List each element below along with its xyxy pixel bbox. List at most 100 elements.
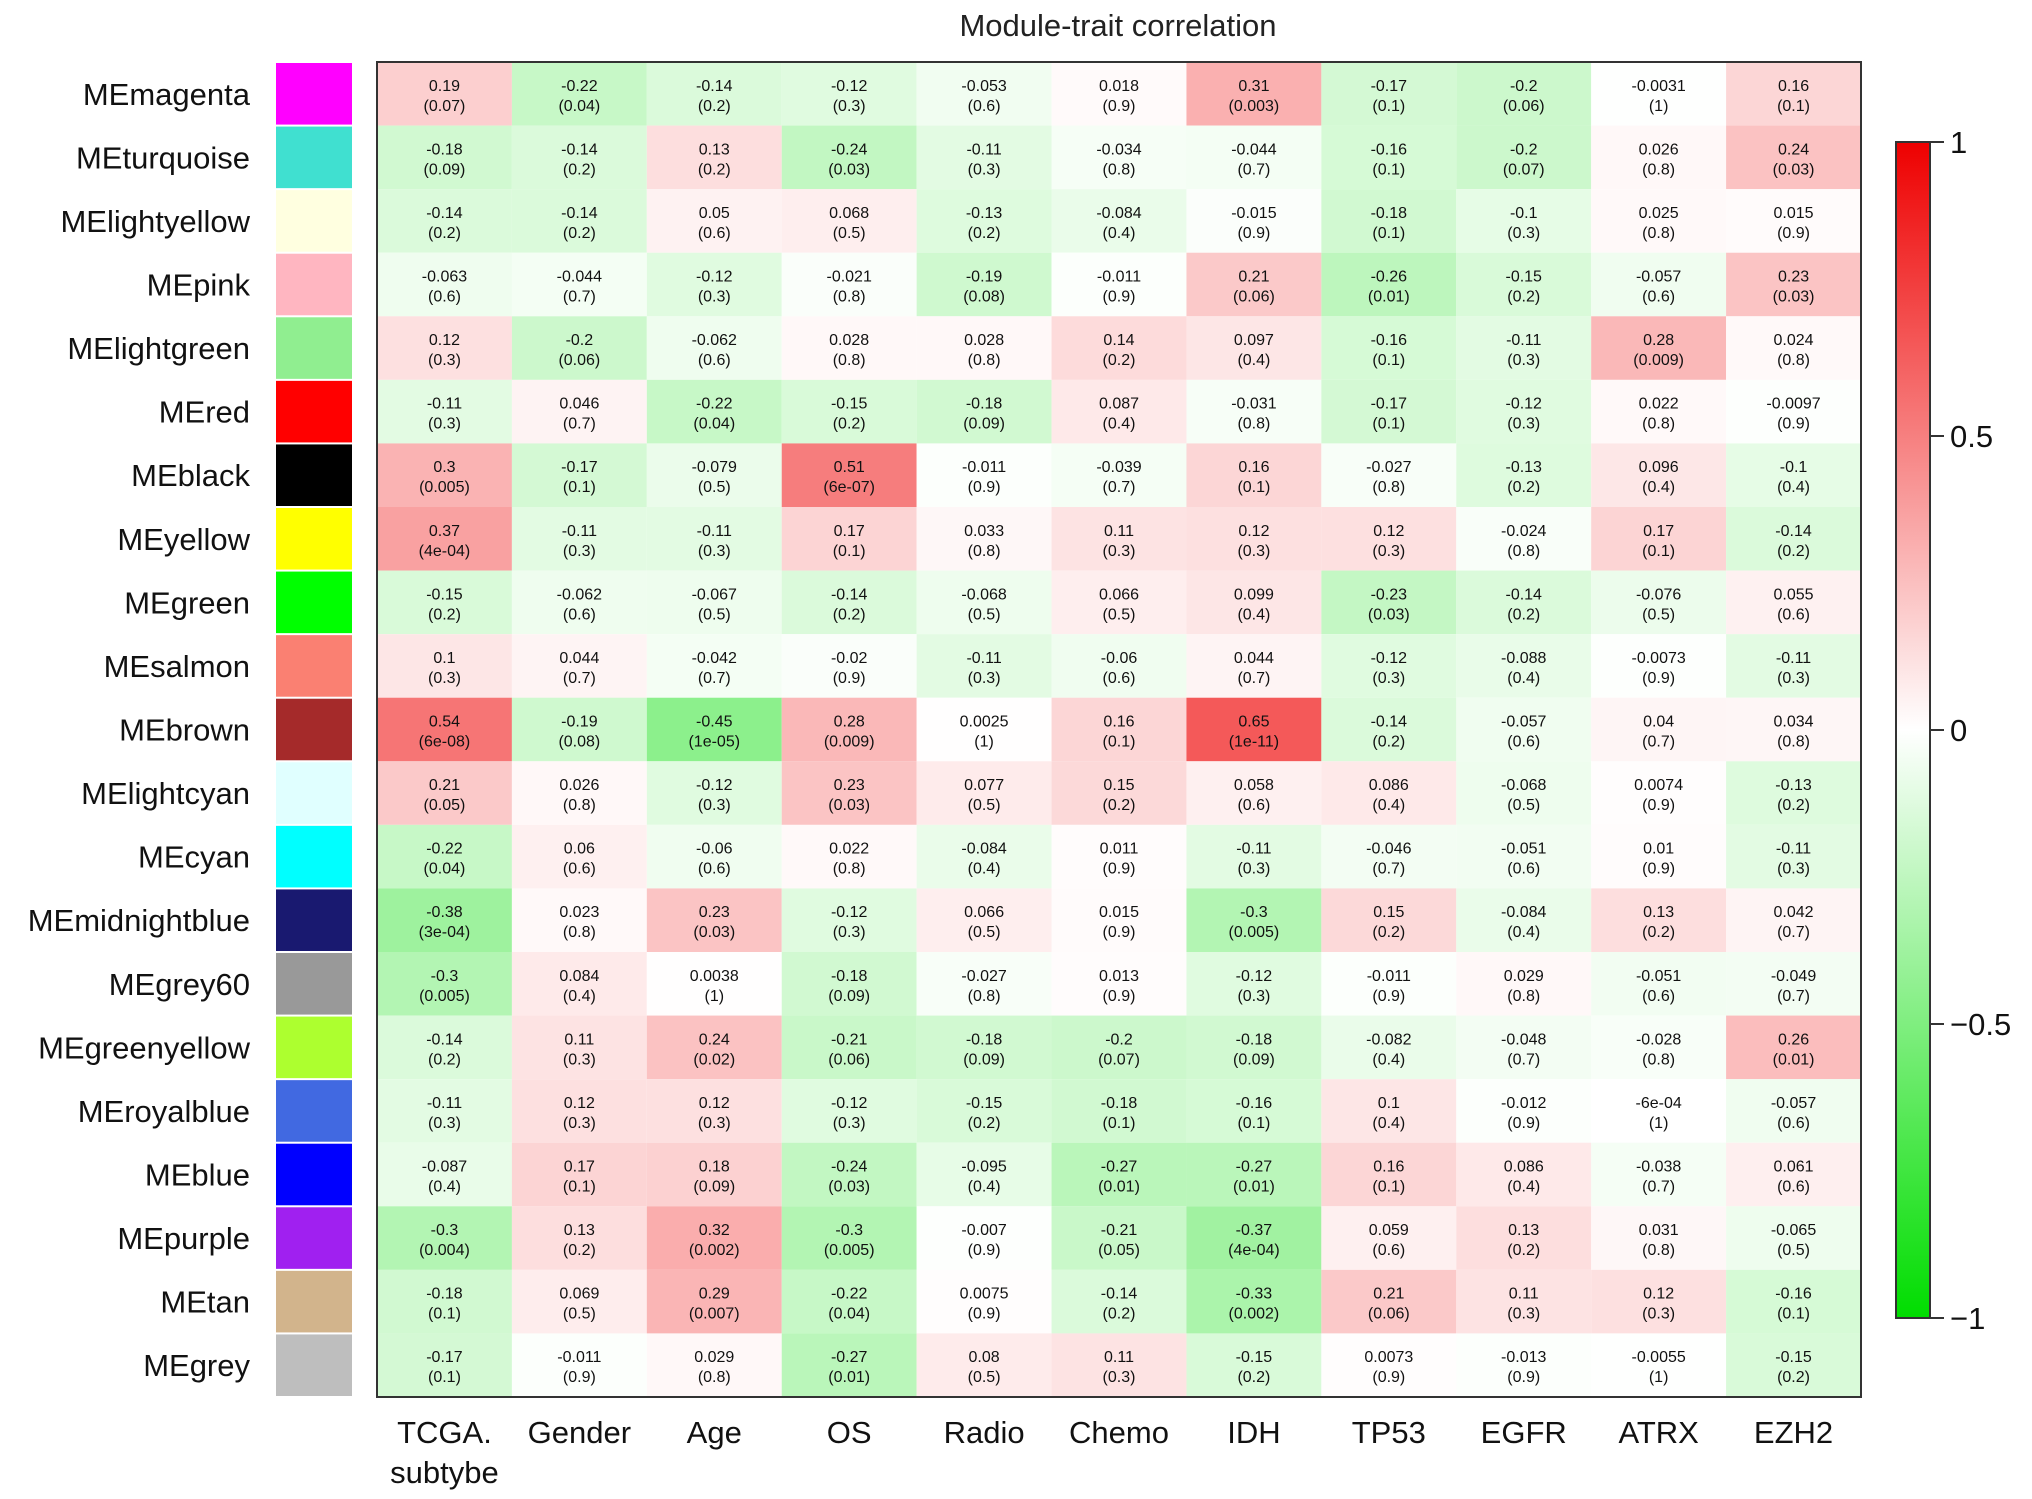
row-label-MEsalmon: MEsalmon [104,649,250,684]
cell-pvalue-label: (0.3) [968,161,1001,178]
heatmap-cell [646,379,782,444]
cell-pvalue-label: (0.3) [1777,861,1810,878]
heatmap-cell [511,761,647,825]
heatmap-cell [1051,379,1187,444]
cell-correlation-label: -0.084 [961,841,1006,858]
cell-correlation-label: -0.3 [431,968,459,985]
cell-pvalue-label: (0.05) [424,797,466,814]
cell-correlation-label: -0.18 [1236,1031,1273,1048]
cell-correlation-label: 0.11 [1509,1286,1539,1303]
heatmap-cell [1591,189,1727,253]
cell-correlation-label: -0.084 [1501,904,1546,921]
heatmap-cell [1726,761,1861,825]
cell-pvalue-label: (0.3) [698,543,731,560]
cell-pvalue-label: (0.03) [1368,606,1410,623]
cell-pvalue-label: (0.8) [563,924,596,941]
cell-pvalue-label: (0.2) [428,1051,461,1068]
heatmap-cell [1726,1015,1861,1080]
column-label-9-line-0: ATRX [1618,1415,1699,1450]
cell-correlation-label: 0.21 [429,777,460,794]
cell-pvalue-label: (0.07) [1098,1051,1140,1068]
cell-pvalue-label: (0.8) [833,352,866,369]
cell-correlation-label: 0.54 [429,714,460,731]
cell-correlation-label: -0.18 [426,141,463,158]
cell-correlation-label: -0.11 [562,523,597,540]
heatmap-cell [1456,952,1592,1016]
row-label-MEblue: MEblue [145,1158,250,1193]
heatmap-cell [1726,1269,1861,1334]
heatmap-cell [1186,189,1322,253]
heatmap-cell [1591,1142,1727,1207]
row-label-MElightyellow: MElightyellow [60,204,250,239]
cell-pvalue-label: (0.4) [1507,670,1540,687]
heatmap-cell [1186,443,1322,507]
cell-pvalue-label: (0.6) [698,352,731,369]
heatmap-cell [646,952,782,1016]
cell-pvalue-label: (0.2) [1372,924,1405,941]
row-swatch-MEblack [276,444,352,506]
heatmap-cell [1591,761,1727,825]
cell-correlation-label: -0.039 [1096,459,1141,476]
cell-correlation-label: 0.0038 [690,968,739,985]
cell-pvalue-label: (0.5) [833,225,866,242]
cell-pvalue-label: (0.9) [1507,1115,1540,1132]
cell-correlation-label: -0.11 [1776,650,1811,667]
cell-pvalue-label: (0.06) [1503,98,1545,115]
cell-correlation-label: 0.086 [1504,1159,1544,1176]
heatmap-cell [1186,697,1322,762]
row-swatch-MEpurple [276,1207,352,1269]
heatmap-cell [916,252,1052,317]
cell-pvalue-label: (0.4) [1103,416,1136,433]
cell-correlation-label: 0.066 [1099,586,1139,603]
cell-correlation-label: 0.31 [1238,78,1269,95]
cell-pvalue-label: (0.6) [1642,988,1675,1005]
heatmap-cell [781,761,917,825]
cell-pvalue-label: (0.3) [1507,416,1540,433]
cell-correlation-label: -0.18 [831,968,868,985]
cell-correlation-label: 0.12 [564,1095,595,1112]
cell-correlation-label: -0.028 [1636,1031,1681,1048]
cell-correlation-label: -0.011 [962,459,1006,476]
row-label-MEgreenyellow: MEgreenyellow [38,1030,251,1065]
cell-pvalue-label: (0.7) [1642,1179,1675,1196]
column-label-10-line-0: EZH2 [1754,1415,1833,1450]
heatmap-cell [1321,252,1457,317]
heatmap-cell [377,697,512,762]
heatmap-cell [377,1269,512,1334]
heatmap-cell [1186,125,1322,190]
heatmap-cell [1051,761,1187,825]
cell-correlation-label: 0.12 [1373,523,1404,540]
cell-pvalue-label: (0.1) [1237,1115,1270,1132]
cell-pvalue-label: (0.08) [558,734,600,751]
heatmap-cell [1051,1015,1187,1080]
heatmap-cell [377,824,512,889]
row-swatch-MElightcyan [276,762,352,824]
cell-pvalue-label: (0.3) [1237,543,1270,560]
cell-pvalue-label: (0.2) [563,1242,596,1259]
heatmap-cell [646,507,782,571]
cell-pvalue-label: (0.3) [428,352,461,369]
heatmap-cell [1186,1206,1322,1270]
heatmap-cell [1321,697,1457,762]
cell-pvalue-label: (0.09) [963,1051,1005,1068]
heatmap-cell [781,824,917,889]
column-label-0-line-1: subtybe [390,1455,499,1490]
cell-correlation-label: -0.37 [1236,1222,1273,1239]
cell-pvalue-label: (0.06) [1233,289,1275,306]
cell-correlation-label: -0.13 [1775,777,1812,794]
cell-correlation-label: -0.15 [1775,1349,1812,1366]
cell-pvalue-label: (0.1) [1642,543,1675,560]
cell-correlation-label: -0.13 [1505,459,1542,476]
cell-pvalue-label: (0.2) [563,225,596,242]
cell-pvalue-label: (0.9) [833,670,866,687]
cell-pvalue-label: (0.002) [1229,1306,1280,1323]
heatmap-cell [377,888,512,952]
cell-correlation-label: -0.057 [1636,269,1681,286]
cell-correlation-label: -0.15 [1236,1349,1273,1366]
heatmap-cell [1051,1269,1187,1334]
heatmap-cell [1321,379,1457,444]
cell-pvalue-label: (0.06) [1368,1306,1410,1323]
heatmap-cell [1051,697,1187,762]
heatmap-cell [1456,62,1592,126]
cell-correlation-label: -0.12 [831,904,868,921]
